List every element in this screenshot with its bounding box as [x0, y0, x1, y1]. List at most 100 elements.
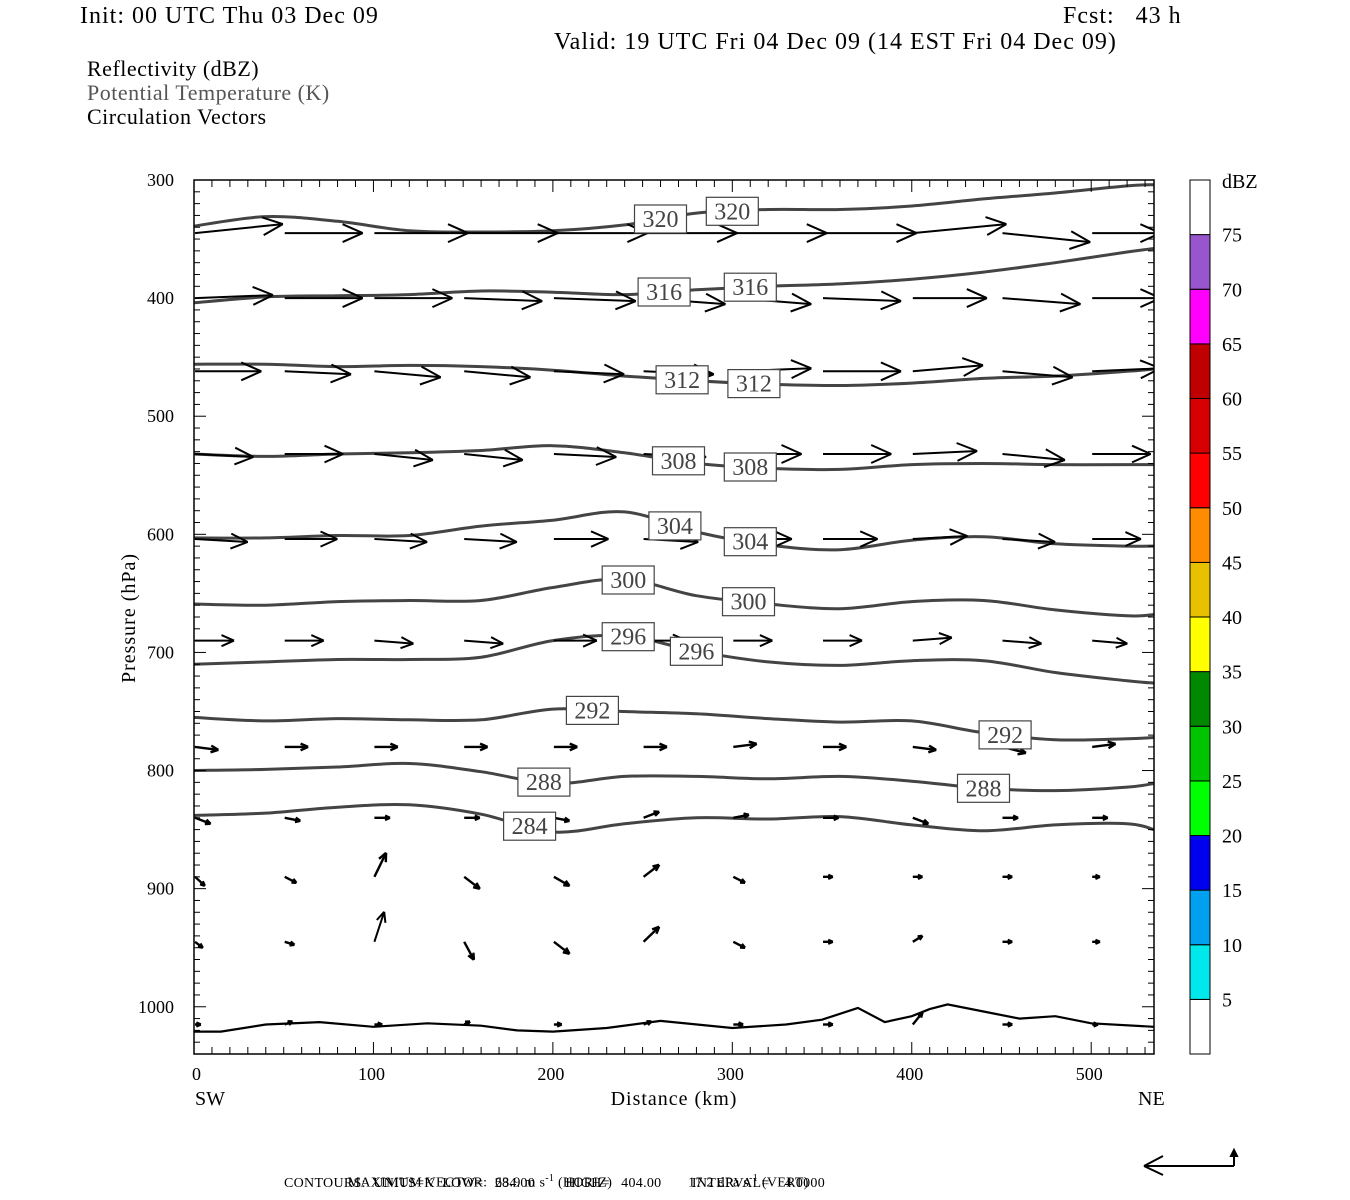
x-tick-label: 500	[1076, 1064, 1103, 1084]
colorbar-swatch	[1189, 725, 1211, 782]
y-tick-label: 800	[147, 761, 174, 781]
vector-arrow	[912, 216, 1007, 236]
vector-arrow	[912, 934, 924, 943]
vector-arrow	[464, 636, 504, 650]
x-tick-label: 400	[896, 1064, 923, 1084]
vector-arrow	[1002, 636, 1042, 650]
vector-arrow	[1002, 814, 1019, 822]
vector-arrow	[912, 632, 953, 645]
vector-arrow	[284, 223, 364, 244]
vector-arrow	[733, 223, 828, 244]
contour-line-300	[194, 577, 1154, 618]
vector-arrow	[643, 810, 661, 819]
contour-label-text: 284	[512, 814, 548, 840]
colorbar-level-label: 45	[1222, 552, 1242, 574]
vector-arrow	[1002, 292, 1081, 313]
colorbar-swatch	[1189, 234, 1211, 290]
vector-arrow	[553, 290, 637, 311]
vector-arrow	[374, 636, 414, 650]
vector-arrow	[1092, 636, 1128, 649]
colorbar-level-label: 50	[1222, 498, 1242, 520]
colorbar-level-label: 10	[1222, 935, 1242, 957]
vector-arrow	[1092, 1021, 1099, 1028]
terrain-layer	[194, 1003, 1154, 1033]
vector-arrow	[284, 742, 309, 752]
vector-arrow	[284, 875, 298, 884]
contour-label-288: 288	[956, 773, 1011, 803]
plot-frame	[193, 179, 1155, 1055]
vector-arrow	[1092, 873, 1101, 880]
contour-label-316: 316	[637, 277, 691, 307]
contour-label-316: 316	[723, 272, 777, 302]
colorbar-swatch	[1189, 616, 1211, 673]
colorbar-swatch	[1189, 452, 1211, 509]
vector-arrow	[194, 216, 284, 236]
axes-layer: 0 100 200 300 400 500 300 400 500 600 700 800 900 100…	[138, 170, 1154, 1084]
y-tick-label: 300	[147, 170, 174, 190]
contour-label-300: 300	[721, 587, 776, 617]
vector-arrow	[463, 1020, 471, 1027]
vector-arrow	[464, 365, 531, 386]
colorbar-swatch	[1189, 835, 1211, 891]
colorbar-title: dBZ	[1222, 171, 1258, 193]
vector-arrow	[912, 357, 984, 377]
contour-label-284: 284	[503, 811, 557, 841]
colorbar-level-label: 75	[1222, 225, 1242, 247]
max-horiz-value: 63.9 m s	[494, 1175, 546, 1191]
colorbar-swatch	[1189, 179, 1211, 236]
vector-arrow	[1002, 873, 1013, 880]
x-axis-right-end-label: NE	[1138, 1088, 1165, 1110]
vector-arrow	[284, 1020, 294, 1026]
vector-arrow	[733, 740, 758, 750]
vector-arrow	[1092, 740, 1117, 750]
colorbar: 5 10 15 20 25 30 35 40 45 50 55 60 65 70 75	[1189, 179, 1242, 1055]
vector-arrow	[194, 446, 254, 466]
vector-arrow	[733, 1021, 744, 1028]
vector-arrow	[823, 361, 902, 382]
vector-arrow	[912, 744, 937, 754]
colorbar-swatch	[1189, 780, 1211, 837]
vector-arrow	[823, 223, 918, 244]
vector-arrow	[733, 634, 773, 648]
vector-arrow	[733, 812, 750, 819]
vector-arrow	[374, 448, 434, 468]
vector-arrow	[1092, 938, 1101, 945]
vector-arrow	[1002, 532, 1056, 550]
vector-arrow	[195, 634, 235, 648]
contour-label-text: 288	[526, 770, 562, 796]
vector-arrow	[284, 363, 352, 384]
vector-arrow	[1092, 223, 1154, 244]
contour-label-308: 308	[651, 446, 706, 476]
colorbar-level-label: 70	[1222, 279, 1242, 301]
max-vector-line: MAXIMUM VECTOR: 63.9 m s-1 (HORIZ) 17.2 d…	[340, 1157, 809, 1192]
contour-line-288	[194, 761, 1154, 793]
y-tick-label: 700	[147, 642, 174, 662]
contour-label-layer: 320 320 316 316 312 312 308 308 304 304 300 300 296 2…	[503, 196, 1032, 841]
contour-label-text: 320	[643, 207, 679, 233]
x-axis-left-end-label: SW	[195, 1088, 225, 1110]
vector-arrow	[642, 925, 661, 943]
contour-line-320	[194, 183, 1154, 234]
contour-label-text: 312	[664, 368, 700, 394]
vector-arrow	[1002, 448, 1066, 468]
vector-arrow	[284, 444, 344, 464]
vector-arrow	[912, 442, 978, 462]
y-axis-title: Pressure (hPa)	[118, 553, 140, 683]
contour-label-304: 304	[648, 511, 702, 541]
vector-arrow	[374, 532, 428, 550]
contour-label-320: 320	[705, 196, 759, 226]
contour-label-text: 300	[610, 568, 646, 594]
vector-arrow	[553, 446, 617, 466]
contour-label-312: 312	[655, 365, 709, 395]
colorbar-swatch	[1189, 998, 1211, 1055]
vector-arrow	[912, 816, 930, 826]
vector-arrow	[195, 361, 262, 382]
vector-arrow	[464, 448, 524, 468]
contour-label-text: 292	[574, 698, 610, 724]
vector-arrow	[284, 530, 338, 548]
vector-arrow	[284, 288, 364, 309]
vector-arrow	[643, 742, 668, 752]
vector-arrow	[553, 875, 571, 887]
contour-label-292: 292	[565, 695, 620, 726]
colorbar-level-label: 20	[1222, 826, 1242, 848]
